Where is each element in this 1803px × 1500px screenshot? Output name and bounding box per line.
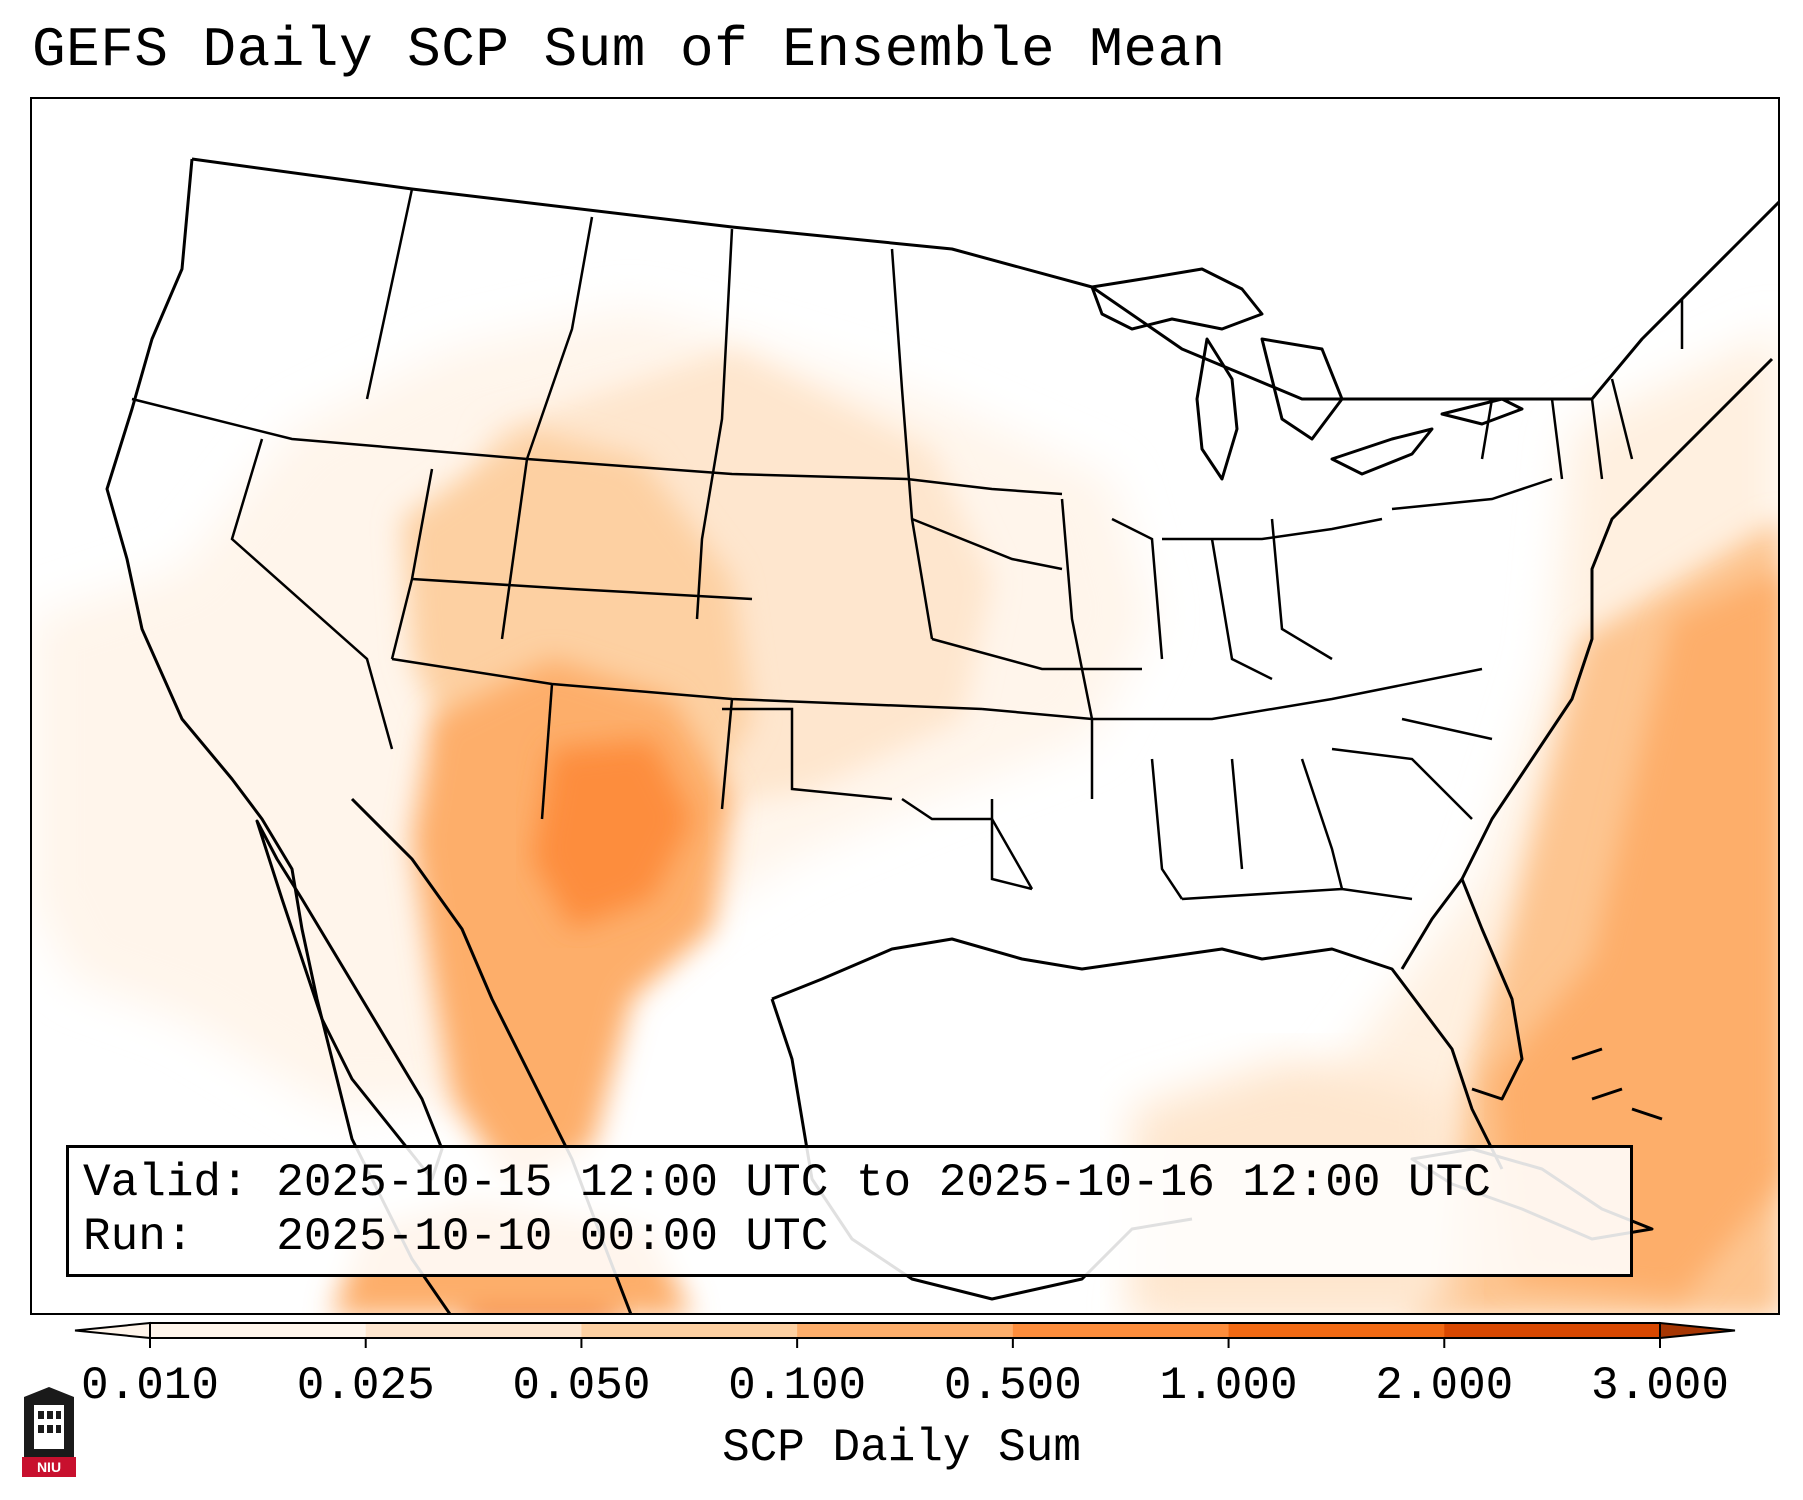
valid-label: Valid: [83,1157,249,1209]
colorbar-tick-label: 3.000 [1590,1360,1730,1412]
shade-level-5-new-mexico [532,739,692,929]
logo-text: NIU [37,1459,61,1475]
us-canada-border [191,157,1778,401]
niu-logo: NIU [22,1387,76,1477]
colorbar-segment [1444,1323,1661,1338]
chart-title: GEFS Daily SCP Sum of Ensemble Mean [32,18,1226,82]
colorbar-tick-label: 1.000 [1159,1360,1298,1412]
colorbar-extend-max [1659,1321,1736,1340]
shade-level-4b-atlantic [1492,570,1778,1299]
colorbar-segment [150,1323,367,1338]
colorbar-tick-label: 2.000 [1375,1360,1514,1412]
gulf-coast [771,937,1504,1170]
lake-huron [1260,337,1344,441]
colorbar-tick-label: 0.050 [512,1360,651,1412]
valid-run-info-box: Valid: 2025-10-15 12:00 UTC to 2025-10-1… [66,1145,1633,1277]
lake-michigan [1195,337,1239,481]
florida [1400,877,1524,1101]
colorbar-segment [1012,1323,1230,1338]
colorbar-extend-min [74,1321,151,1340]
colorbar-tick-label: 0.025 [296,1360,435,1412]
colorbar-tick-label: 0.010 [80,1360,220,1412]
colorbar-segment [581,1323,798,1338]
colorbar-label: SCP Daily Sum [722,1422,1081,1474]
colorbar-segment [1228,1323,1445,1338]
colorbar-segment [365,1323,582,1338]
colorbar-outline [149,1322,1661,1339]
east-coast [1460,357,1774,880]
bahamas [1571,1047,1663,1121]
colorbar-tick-label: 0.500 [943,1360,1082,1412]
lake-superior [1090,267,1264,331]
run-label: Run: [83,1211,194,1263]
valid-value: 2025-10-15 12:00 UTC to 2025-10-16 12:00… [276,1157,1491,1209]
run-value: 2025-10-10 00:00 UTC [276,1211,829,1263]
state-borders [131,188,1733,901]
colorbar-segment [797,1323,1014,1338]
lake-erie [1330,427,1434,476]
lake-ontario [1440,397,1524,426]
colorbar-tick-label: 0.100 [728,1360,867,1412]
